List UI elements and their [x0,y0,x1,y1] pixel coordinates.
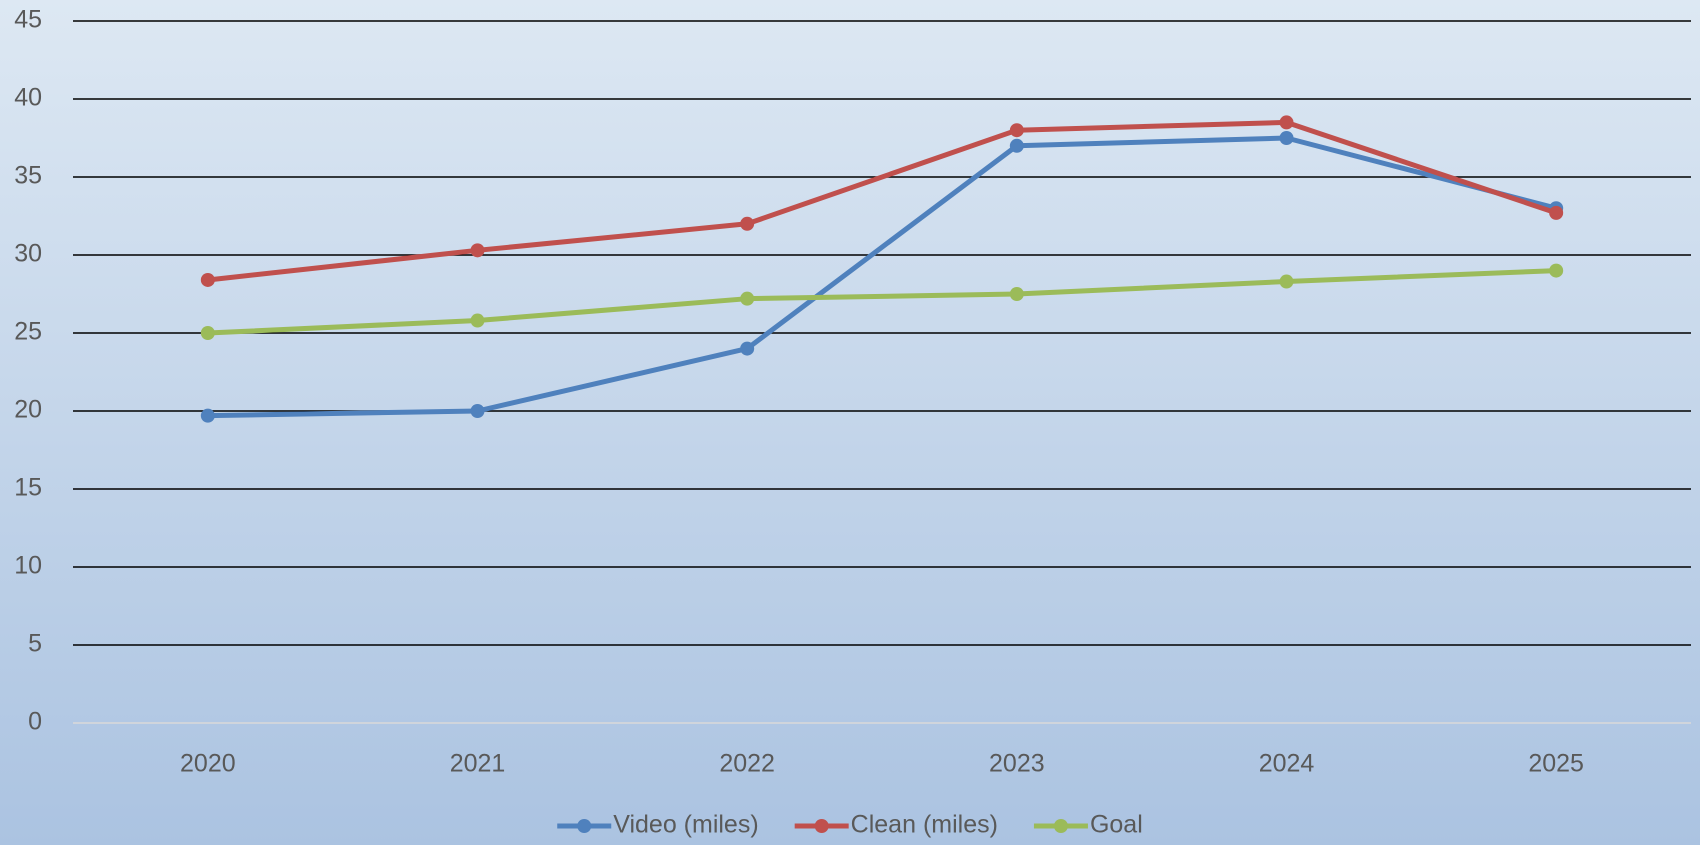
data-point [1549,205,1564,220]
data-point [740,291,755,306]
legend-label: Clean (miles) [851,811,998,839]
series-line [207,268,1557,336]
data-point [470,243,485,258]
data-point [200,408,215,423]
legend-label: Video (miles) [613,811,758,839]
y-tick-label: 10 [14,552,42,580]
series-line [207,135,1557,419]
data-point [470,404,485,418]
y-tick-label: 20 [14,396,42,424]
data-point [1279,115,1294,130]
data-point [200,272,215,287]
data-point [1549,263,1564,278]
y-tick-label: 15 [14,474,42,502]
series-line [207,119,1557,283]
legend-label: Goal [1090,811,1143,839]
legend-marker [577,819,592,833]
data-point [1279,131,1294,145]
y-tick-label: 35 [14,162,42,190]
y-tick-label: 30 [14,240,42,268]
y-tick-label: 40 [14,84,42,112]
y-tick-label: 25 [14,318,42,346]
legend-marker [1053,819,1068,833]
data-point [740,341,755,356]
legend-marker [814,819,829,833]
x-tick-label: 2023 [989,750,1045,778]
data-point [1009,138,1024,153]
x-tick-label: 2025 [1528,750,1584,778]
x-tick-label: 2020 [180,750,236,778]
y-tick-label: 5 [28,630,42,658]
data-point [1009,123,1024,138]
data-point [740,216,755,231]
y-tick-label: 0 [28,708,42,736]
data-point [1279,274,1294,289]
x-tick-label: 2024 [1259,750,1315,778]
y-tick-label: 45 [14,6,42,34]
data-point [470,313,485,328]
x-tick-label: 2022 [719,750,775,778]
data-point [200,326,215,340]
data-point [1009,287,1024,301]
x-tick-label: 2021 [450,750,506,778]
